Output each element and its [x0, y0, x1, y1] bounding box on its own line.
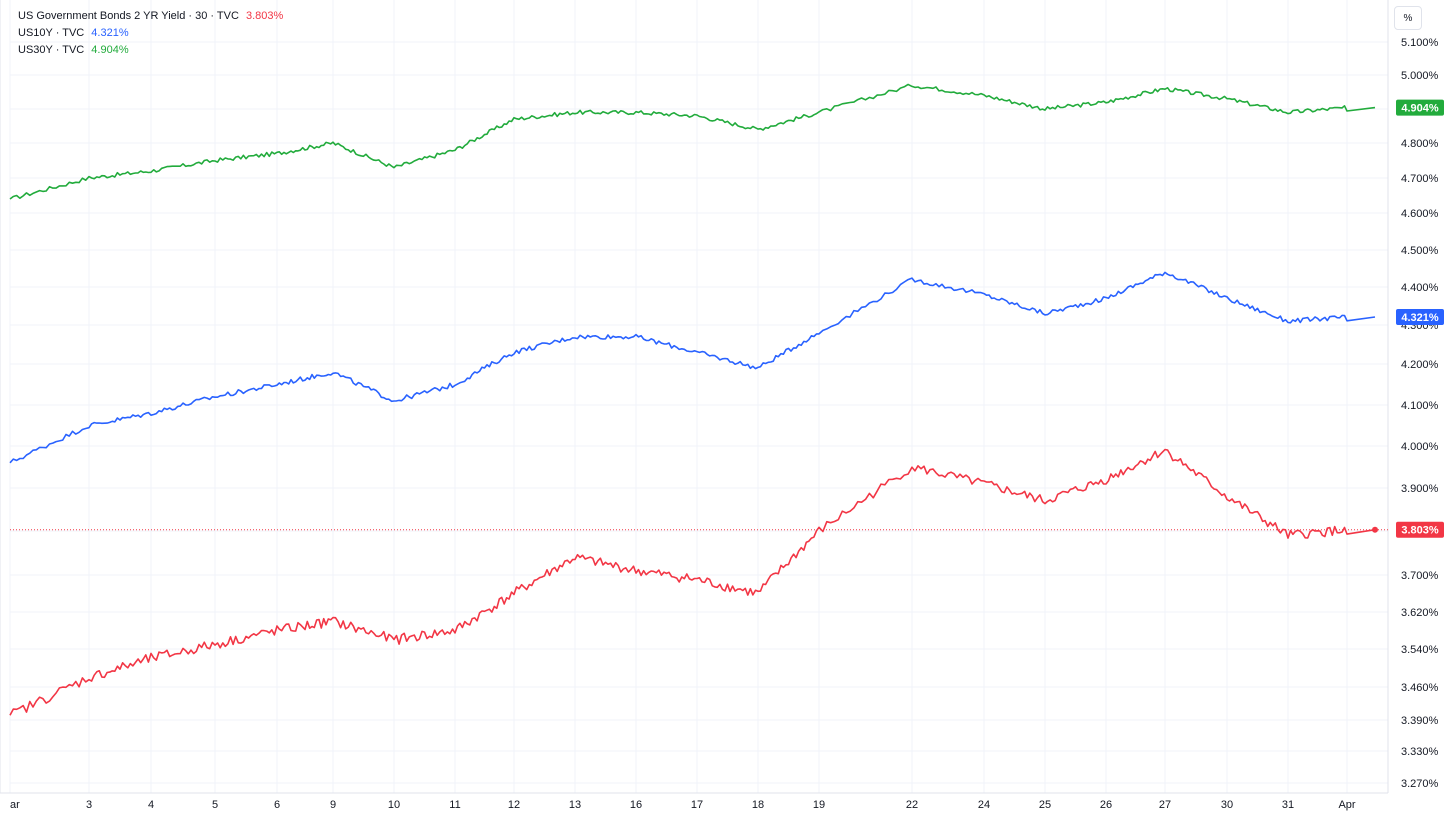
legend-row-us10y[interactable]: US10Y · TVC 4.321% [18, 25, 283, 42]
legend-value-us30y: 4.904% [91, 44, 129, 56]
y-tick-label: 4.100% [1401, 400, 1439, 412]
y-tick-label: 4.400% [1401, 282, 1439, 294]
y-tick-label: 4.500% [1401, 245, 1439, 257]
y-tick-label: 4.800% [1401, 138, 1439, 150]
y-tick-label: 3.390% [1401, 715, 1439, 727]
y-tick-label: 4.700% [1401, 173, 1439, 185]
legend-label-us10y: US10Y · TVC [18, 27, 85, 39]
x-tick-label: Apr [1338, 799, 1355, 811]
badge-text: 3.803% [1401, 525, 1439, 537]
x-tick-label: 9 [330, 799, 336, 811]
legend-row-us02y[interactable]: US Government Bonds 2 YR Yield · 30 · TV… [18, 8, 283, 25]
y-tick-label: 3.900% [1401, 483, 1439, 495]
x-tick-label: 25 [1039, 799, 1051, 811]
x-tick-label: 26 [1100, 799, 1112, 811]
series-line-us10y[interactable] [9, 271, 1376, 464]
x-tick-label: 11 [449, 799, 460, 811]
y-tick-label: 3.330% [1401, 746, 1439, 758]
unit-button[interactable]: % [1394, 6, 1422, 30]
x-tick-label: 18 [752, 799, 764, 811]
y-tick-label: 3.540% [1401, 644, 1439, 656]
grid [9, 0, 1388, 793]
badge-bg [1396, 309, 1444, 326]
x-tick-label: 16 [630, 799, 642, 811]
x-tick-label: 4 [148, 799, 154, 811]
last-value-badge-us02y: 3.803% [1396, 521, 1444, 538]
x-tick-label: 31 [1282, 799, 1294, 811]
y-tick-label: 4.000% [1401, 441, 1439, 453]
y-tick-label: 4.600% [1401, 208, 1439, 220]
series-line-us30y[interactable] [9, 83, 1376, 200]
y-tick-label: 4.200% [1401, 359, 1439, 371]
last-value-badge-us10y: 4.321% [1396, 309, 1444, 326]
badge-text: 4.321% [1401, 312, 1439, 324]
x-tick-label: 3 [86, 799, 92, 811]
legend-row-us30y[interactable]: US30Y · TVC 4.904% [18, 42, 283, 59]
y-tick-label: 5.100% [1401, 37, 1439, 49]
x-tick-label: 17 [691, 799, 703, 811]
x-tick-label: 27 [1159, 799, 1171, 811]
x-tick-label: 22 [906, 799, 918, 811]
series-line-us02y[interactable] [9, 448, 1376, 716]
legend-label-us02y: US Government Bonds 2 YR Yield · 30 · TV… [18, 10, 239, 22]
x-tick-label: 10 [388, 799, 400, 811]
last-value-badge-us30y: 4.904% [1396, 99, 1444, 116]
last-point-marker [1372, 526, 1378, 533]
legend: US Government Bonds 2 YR Yield · 30 · TV… [18, 8, 283, 59]
badge-text: 4.904% [1401, 103, 1439, 115]
y-tick-label: 3.460% [1401, 682, 1439, 694]
y-tick-label: 3.270% [1401, 778, 1439, 790]
x-tick-label: 24 [978, 799, 990, 811]
x-tick-label: 30 [1221, 799, 1233, 811]
x-tick-label: ar [10, 799, 20, 811]
y-tick-label: 5.000% [1401, 70, 1439, 82]
badge-bg [1396, 521, 1444, 538]
legend-value-us02y: 3.803% [245, 10, 284, 22]
badge-bg [1396, 99, 1444, 116]
x-tick-label: 6 [274, 799, 280, 811]
x-tick-label: 5 [212, 799, 218, 811]
legend-label-us30y: US30Y · TVC [18, 44, 85, 56]
y-tick-label: 3.620% [1401, 607, 1439, 619]
x-tick-label: 13 [569, 799, 581, 811]
legend-value-us10y: 4.321% [91, 27, 129, 39]
x-tick-label: 12 [508, 799, 520, 811]
x-tick-label: 19 [813, 799, 825, 811]
y-tick-label: 3.700% [1401, 570, 1439, 582]
